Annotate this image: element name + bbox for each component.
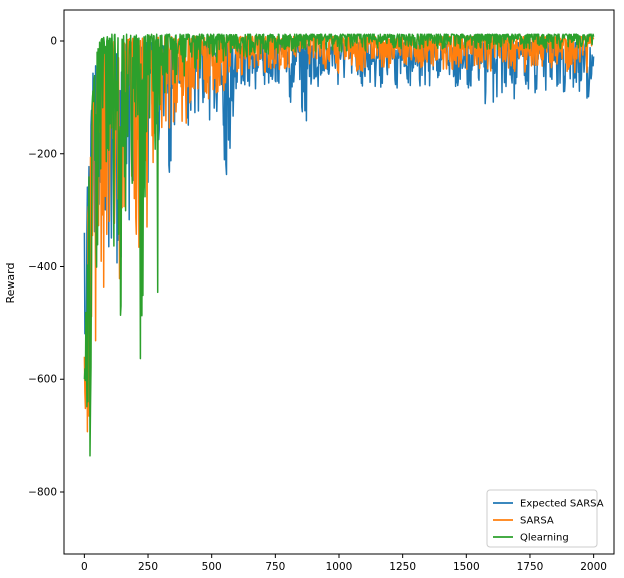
y-axis-label: Reward: [4, 263, 17, 304]
x-tick-label: 1750: [517, 561, 544, 573]
y-tick-label: −800: [28, 486, 57, 498]
series-line-2: [83, 33, 595, 457]
legend-frame: [486, 489, 598, 548]
axes: 0 250 500 750 1000 1250 1500 1750 2000 0 −200 −400 −…: [28, 9, 615, 573]
x-tick-label: 0: [81, 561, 88, 573]
plot-area: [83, 33, 595, 457]
y-tick-label: −200: [28, 148, 57, 160]
y-tick-label: −600: [28, 374, 57, 386]
legend: Expected SARSA SARSA Qlearning: [486, 489, 604, 548]
x-tick-label: 1500: [453, 561, 480, 573]
legend-label: Qlearning: [520, 533, 569, 544]
x-tick-label: 250: [138, 561, 158, 573]
x-tick-label: 1250: [389, 561, 416, 573]
x-tick-label: 2000: [580, 561, 607, 573]
x-tick-label: 1000: [326, 561, 353, 573]
legend-label: Expected SARSA: [520, 499, 604, 510]
y-tick-label: −400: [28, 261, 57, 273]
y-tick-label: 0: [50, 36, 57, 48]
x-tick-label: 750: [265, 561, 285, 573]
x-tick-label: 500: [202, 561, 222, 573]
legend-label: SARSA: [520, 516, 554, 527]
